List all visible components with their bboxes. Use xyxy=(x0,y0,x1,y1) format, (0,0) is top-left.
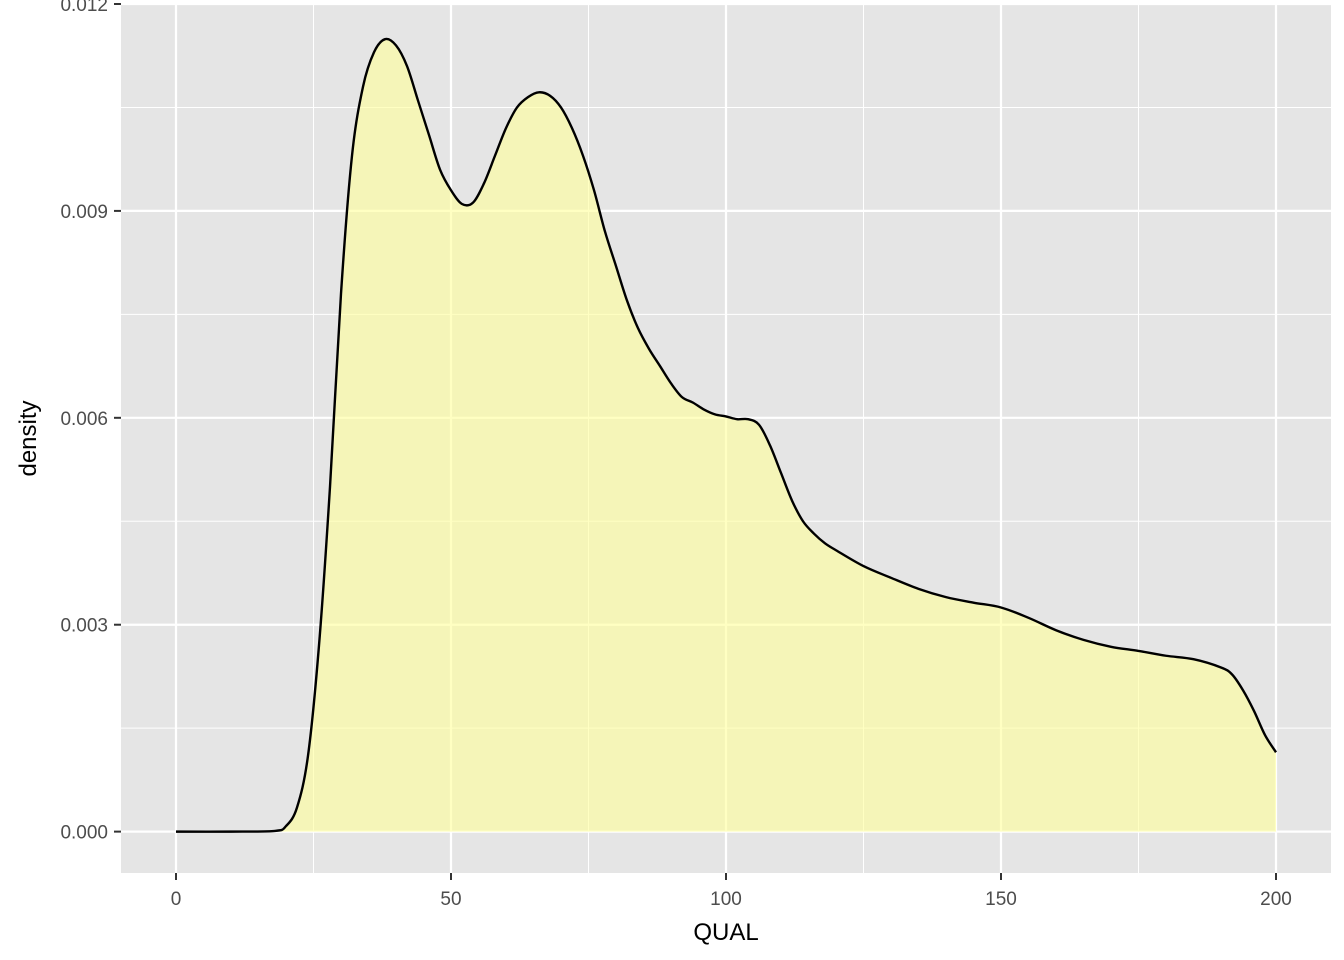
y-tick-label: 0.000 xyxy=(60,823,108,844)
y-tick-label: 0.009 xyxy=(60,202,108,223)
y-tick-label: 0.006 xyxy=(60,409,108,430)
x-axis: 0 50 100 150 200 xyxy=(171,873,1292,910)
y-tick-label: 0.012 xyxy=(60,0,108,16)
density-area-fill xyxy=(176,38,1276,832)
y-tick-label: 0.003 xyxy=(60,616,108,637)
x-tick-label: 150 xyxy=(985,889,1017,910)
x-tick-label: 200 xyxy=(1260,889,1292,910)
density-line xyxy=(175,37,1278,833)
x-tick-label: 100 xyxy=(710,889,742,910)
x-axis-title: QUAL xyxy=(693,919,758,946)
y-axis-title: density xyxy=(15,400,42,476)
y-axis: 0.000 0.003 0.006 0.009 0.012 xyxy=(60,0,121,844)
x-tick-label: 0 xyxy=(171,889,182,910)
x-tick-label: 50 xyxy=(440,889,461,910)
